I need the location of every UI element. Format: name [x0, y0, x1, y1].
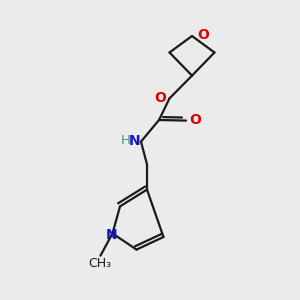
Text: N: N: [129, 134, 140, 148]
Text: N: N: [106, 228, 117, 242]
Text: O: O: [154, 91, 166, 104]
Text: H: H: [121, 134, 130, 147]
Text: O: O: [190, 113, 202, 127]
Text: O: O: [197, 28, 209, 42]
Text: CH₃: CH₃: [88, 256, 112, 270]
